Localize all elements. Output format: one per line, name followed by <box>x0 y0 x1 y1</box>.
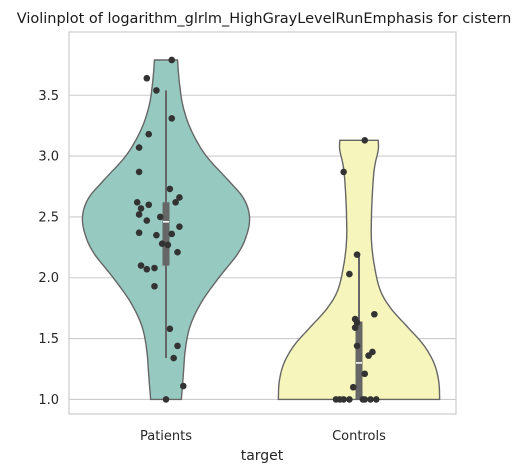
data-point <box>372 396 380 403</box>
data-point <box>166 185 174 193</box>
data-point <box>166 325 174 333</box>
y-tick-label: 2.0 <box>38 271 59 286</box>
data-point <box>340 168 347 176</box>
data-point <box>176 194 183 201</box>
data-point <box>168 56 176 64</box>
data-point <box>174 248 181 256</box>
box-iqr <box>355 321 363 400</box>
x-axis-ticks: Patients Controls <box>140 429 386 444</box>
data-point <box>143 217 151 224</box>
y-axis-ticks: 1.0 1.5 2.0 2.5 3.0 3.5 <box>38 89 59 408</box>
data-point <box>153 87 160 94</box>
data-point <box>135 144 143 151</box>
y-tick-label: 1.5 <box>38 332 59 347</box>
data-point <box>156 213 164 221</box>
data-point <box>361 136 369 144</box>
violins <box>81 59 441 401</box>
data-point <box>137 262 145 269</box>
data-point <box>346 396 353 403</box>
chart-title: Violinplot of logarithm_glrlm_HighGrayLe… <box>17 11 512 27</box>
data-point <box>349 383 357 391</box>
data-point <box>361 370 369 378</box>
data-point <box>361 396 369 403</box>
data-point <box>176 223 183 230</box>
data-point <box>151 282 158 290</box>
data-point <box>133 199 141 206</box>
data-point <box>168 115 176 122</box>
data-point <box>168 230 176 238</box>
data-point <box>145 130 153 138</box>
data-point <box>162 396 170 403</box>
data-point <box>174 342 181 350</box>
y-tick-label: 3.0 <box>38 150 59 165</box>
plot-frame <box>68 31 457 415</box>
data-point <box>145 201 153 209</box>
data-point <box>367 396 374 403</box>
data-point <box>158 240 166 247</box>
data-point <box>135 211 143 218</box>
data-point <box>137 205 145 212</box>
data-point <box>170 354 177 362</box>
x-tick-label: Controls <box>332 429 386 444</box>
data-point <box>135 168 143 176</box>
x-tick-label: Patients <box>140 429 192 444</box>
data-point <box>369 348 376 356</box>
data-point <box>153 231 160 239</box>
data-point <box>143 265 151 273</box>
y-tick-label: 1.0 <box>38 393 59 408</box>
data-point <box>340 396 347 403</box>
x-axis-label: target <box>241 448 284 464</box>
data-point <box>353 251 361 258</box>
data-point <box>346 270 353 278</box>
data-point <box>151 264 158 272</box>
box-iqr <box>162 202 170 266</box>
data-point <box>135 229 143 237</box>
data-point <box>353 342 361 350</box>
data-point <box>179 382 187 390</box>
data-point <box>351 315 359 323</box>
data-point <box>164 241 172 249</box>
data-point <box>143 74 151 82</box>
y-tick-label: 3.5 <box>38 89 59 104</box>
data-point <box>371 310 378 318</box>
data-points <box>133 56 380 403</box>
y-tick-label: 2.5 <box>38 210 59 225</box>
data-point <box>172 199 179 206</box>
